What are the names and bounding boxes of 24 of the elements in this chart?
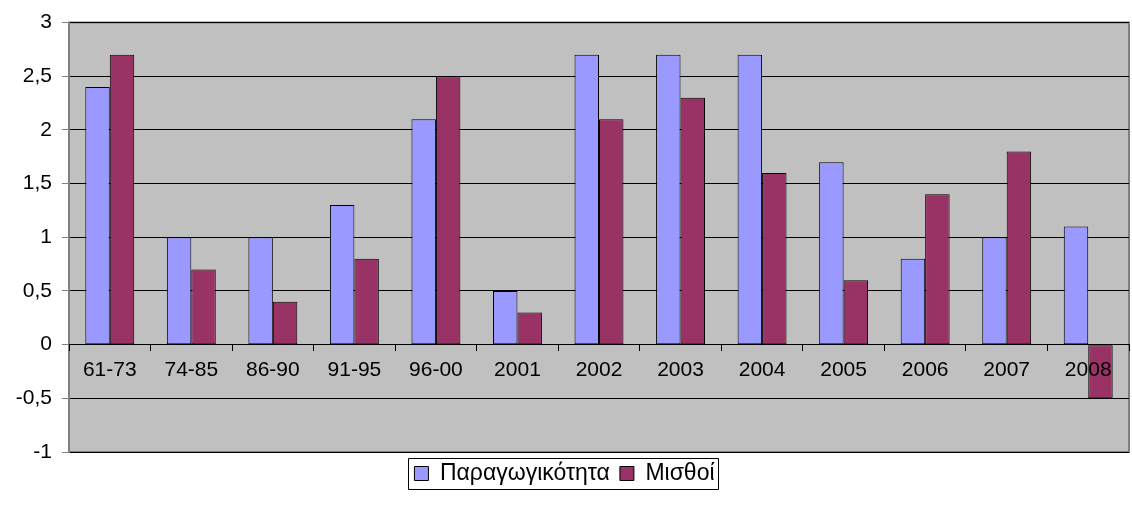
y-tick-label: 0 bbox=[40, 331, 52, 355]
y-tick-label: 0,5 bbox=[22, 277, 52, 301]
x-tick-label: 2004 bbox=[738, 357, 786, 381]
x-tick-label: 2002 bbox=[575, 357, 623, 381]
x-tick-label: 91-95 bbox=[327, 357, 382, 381]
x-tick-label: 86-90 bbox=[245, 357, 300, 381]
x-tick-label: 61-73 bbox=[82, 357, 137, 381]
y-tick-label: -0,5 bbox=[15, 385, 52, 409]
x-tick-label: 2006 bbox=[901, 357, 949, 381]
y-tick-label: 3 bbox=[40, 9, 52, 33]
legend-label: Μισθοί bbox=[645, 458, 715, 485]
y-tick-label: 2 bbox=[40, 116, 52, 140]
x-tick-label: 2005 bbox=[820, 357, 867, 381]
x-tick-label: 2008 bbox=[1064, 357, 1112, 381]
x-tick-label: 74-85 bbox=[164, 357, 219, 381]
x-tick-label: 96-00 bbox=[409, 357, 463, 381]
y-tick-label: -1 bbox=[33, 438, 52, 462]
y-tick-label: 1 bbox=[40, 224, 52, 248]
legend-label: Παραγωγικότητα bbox=[439, 458, 610, 485]
x-tick-label: 2007 bbox=[983, 357, 1031, 381]
y-tick-label: 1,5 bbox=[22, 170, 52, 194]
x-tick-label: 2001 bbox=[494, 357, 541, 381]
y-tick-label: 2,5 bbox=[22, 63, 52, 87]
x-tick-label: 2003 bbox=[657, 357, 704, 381]
